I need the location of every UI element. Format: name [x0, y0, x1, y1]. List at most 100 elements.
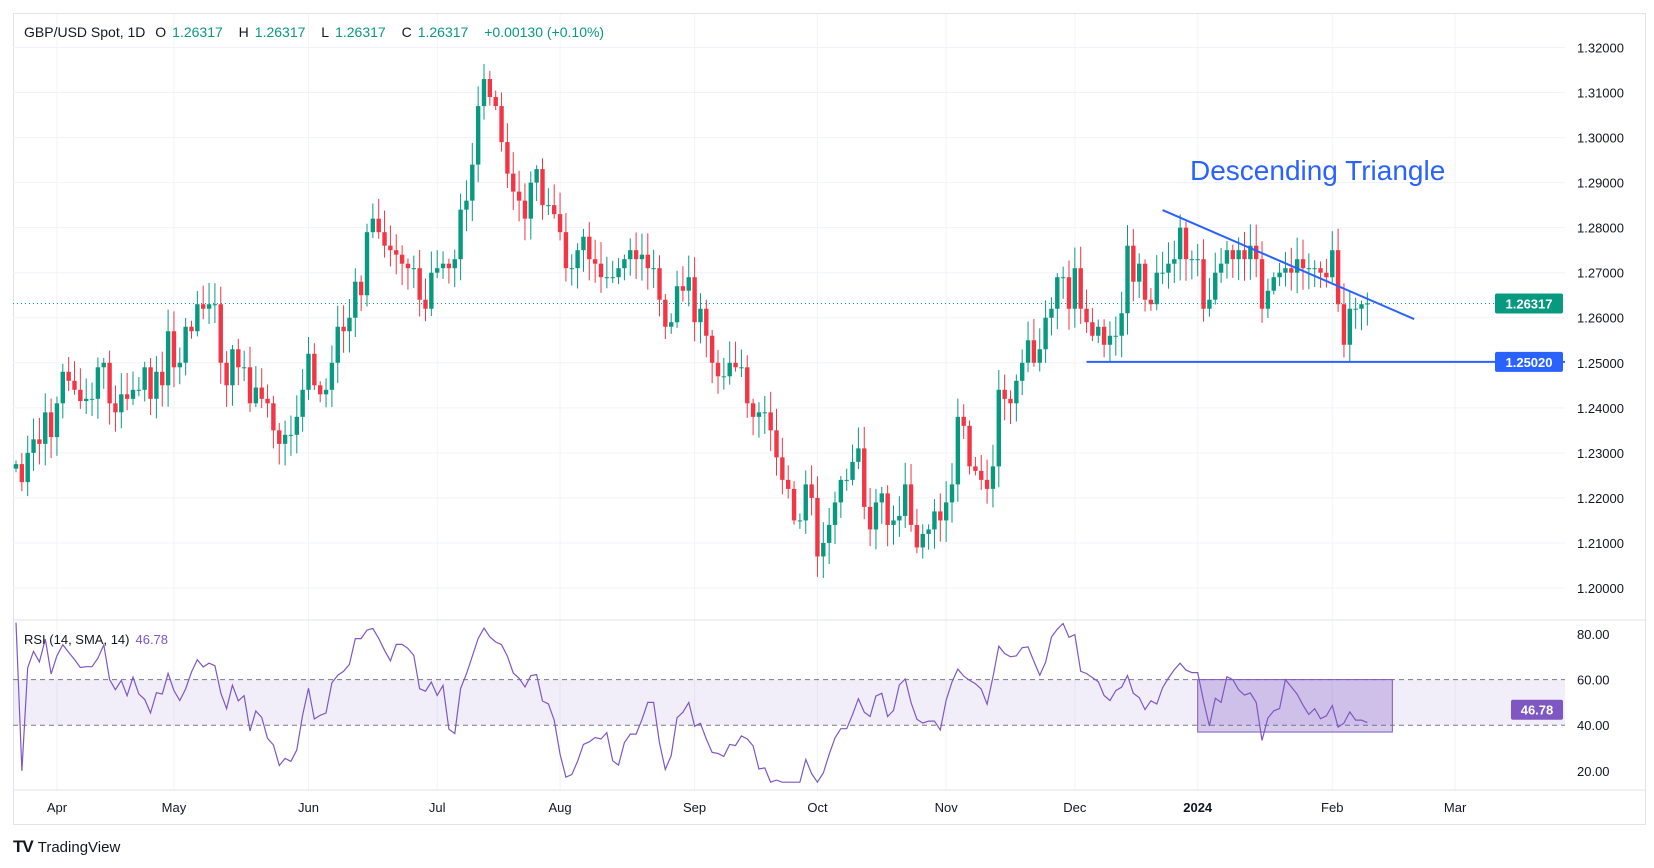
- candle: [592, 239, 598, 283]
- candle-body: [1201, 259, 1206, 309]
- candle: [318, 381, 323, 403]
- candle: [1335, 228, 1341, 312]
- candle-body: [358, 281, 364, 296]
- candle-body: [791, 488, 797, 521]
- candle: [277, 423, 282, 465]
- candle-body: [674, 286, 680, 323]
- candle: [423, 278, 428, 322]
- candle-body: [984, 479, 990, 489]
- candle-body: [826, 524, 832, 543]
- price-axis-tick: 1.24000: [1577, 401, 1624, 416]
- candle: [674, 270, 680, 328]
- candle: [1160, 251, 1165, 285]
- candle-body: [1254, 245, 1259, 260]
- candle-body: [294, 416, 299, 435]
- candle: [124, 373, 130, 411]
- candle-body: [323, 389, 329, 395]
- candle: [1060, 266, 1066, 299]
- candle: [1107, 321, 1113, 362]
- candle-body: [1043, 317, 1048, 350]
- candle: [669, 313, 674, 334]
- ohlc-high: H 1.26317: [238, 24, 306, 40]
- candle-body: [271, 403, 276, 431]
- candle-body: [306, 353, 311, 390]
- candle: [329, 345, 335, 408]
- candle: [873, 488, 879, 550]
- candle: [43, 393, 48, 466]
- candle: [815, 476, 820, 577]
- candle: [511, 152, 516, 210]
- candle: [505, 123, 510, 188]
- candle: [411, 255, 416, 289]
- candle: [826, 507, 832, 565]
- candle-body: [838, 479, 844, 503]
- candle: [48, 398, 54, 459]
- time-axis-tick: Oct: [807, 800, 828, 815]
- candle-body: [119, 394, 124, 413]
- candle: [107, 350, 112, 425]
- candle: [160, 351, 165, 407]
- candle-body: [938, 511, 943, 521]
- candle: [739, 349, 744, 377]
- candle: [862, 426, 867, 520]
- candle-body: [633, 250, 639, 260]
- candle: [165, 309, 171, 407]
- candle-body: [300, 389, 305, 417]
- candle-body: [750, 403, 756, 417]
- candle-body: [563, 232, 569, 269]
- candle: [657, 255, 662, 317]
- candle-body: [417, 268, 422, 300]
- candle: [1271, 272, 1276, 295]
- time-axis-tick: May: [162, 800, 187, 815]
- candle-body: [1131, 245, 1136, 282]
- candle-body: [236, 349, 241, 368]
- candle-body: [628, 250, 633, 260]
- candle: [458, 193, 463, 281]
- candle-body: [511, 173, 516, 192]
- candle: [704, 299, 709, 358]
- candle: [265, 384, 270, 418]
- price-axis-tick: 1.32000: [1577, 41, 1624, 56]
- candle-body: [370, 218, 376, 233]
- candle: [294, 395, 299, 454]
- symbol-legend: GBP/USD Spot, 1D O 1.26317 H 1.26317 L 1.26…: [24, 24, 610, 40]
- candle-body: [692, 277, 697, 323]
- candle-body: [66, 371, 71, 381]
- candle-body: [452, 259, 457, 269]
- candle: [908, 464, 914, 532]
- candle-body: [335, 326, 340, 363]
- candle: [259, 368, 264, 409]
- candle-body: [48, 412, 54, 438]
- candle-body: [1125, 245, 1130, 314]
- candle: [1201, 239, 1206, 322]
- candle: [78, 368, 83, 409]
- candle-body: [160, 371, 165, 386]
- candle-body: [832, 502, 838, 525]
- time-axis-tick: Nov: [935, 800, 959, 815]
- rsi-value: 46.78: [135, 632, 169, 647]
- candle: [540, 158, 545, 220]
- candle-body: [575, 250, 580, 269]
- rsi-title[interactable]: RSI (14, SMA, 14): [24, 632, 130, 647]
- tradingview-logo[interactable]: TV TradingView: [13, 837, 120, 857]
- candle-body: [1078, 268, 1083, 309]
- candle-body: [657, 268, 662, 300]
- candle-body: [1318, 268, 1323, 273]
- symbol-title[interactable]: GBP/USD Spot, 1D: [24, 24, 146, 40]
- candle-body: [429, 272, 434, 309]
- candle-body: [709, 335, 715, 363]
- candle-body: [475, 106, 481, 165]
- candle: [920, 524, 925, 559]
- candle: [1154, 255, 1159, 311]
- candle-body: [1084, 308, 1089, 323]
- rsi-axis-tick: 80.00: [1577, 627, 1610, 642]
- candle-body: [282, 434, 288, 444]
- candle-body: [72, 380, 77, 390]
- rsi-line: [15, 622, 1368, 784]
- candle: [1318, 261, 1323, 288]
- candle-body: [113, 403, 118, 413]
- candle: [154, 356, 159, 419]
- price-axis-tick: 1.21000: [1577, 536, 1624, 551]
- candle-body: [727, 362, 732, 377]
